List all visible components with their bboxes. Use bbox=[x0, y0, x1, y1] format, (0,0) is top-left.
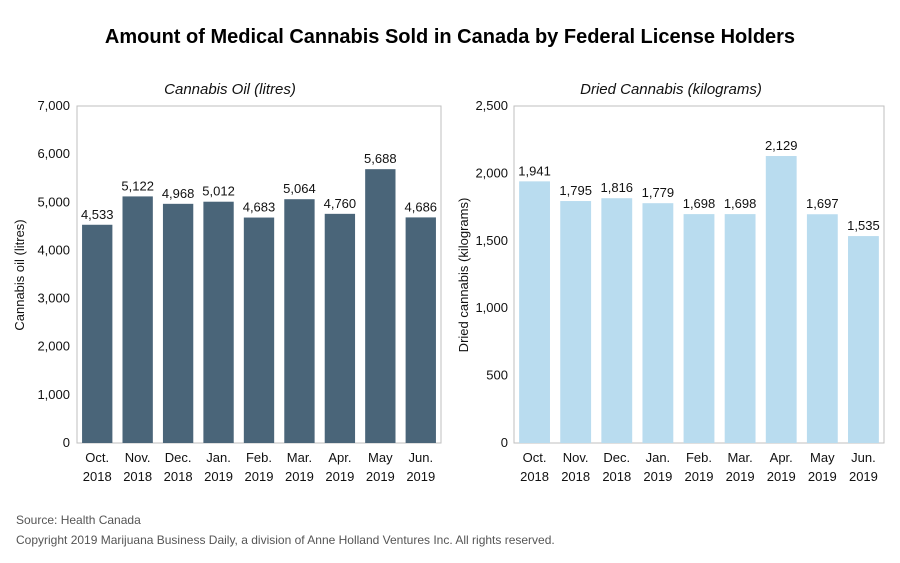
dried-y-axis-label: Dried cannabis (kilograms) bbox=[456, 198, 471, 353]
dried-x-tick-label-year: 2019 bbox=[767, 469, 796, 484]
oil-bar-value-label: 5,012 bbox=[202, 184, 235, 199]
dried-x-tick-label-month: Apr. bbox=[770, 450, 793, 465]
dried-y-tick-label: 500 bbox=[486, 368, 508, 383]
dried-y-tick-label: 0 bbox=[501, 435, 508, 450]
dried-bar bbox=[642, 203, 674, 443]
oil-y-tick-label: 3,000 bbox=[37, 291, 70, 306]
dried-x-tick-label-year: 2018 bbox=[520, 469, 549, 484]
dried-bar bbox=[765, 156, 797, 443]
oil-bar bbox=[405, 217, 436, 443]
dried-x-tick-label-month: Dec. bbox=[603, 450, 630, 465]
dried-y-tick-label: 1,000 bbox=[475, 300, 508, 315]
oil-x-tick-label-month: May bbox=[368, 450, 393, 465]
dried-y-tick-label: 2,500 bbox=[475, 98, 508, 113]
oil-y-axis-label: Cannabis oil (litres) bbox=[12, 219, 27, 330]
oil-bar-value-label: 4,760 bbox=[324, 196, 357, 211]
oil-bar-value-label: 4,686 bbox=[405, 199, 438, 214]
dried-bar bbox=[601, 198, 633, 443]
dried-bar-value-label: 1,779 bbox=[642, 185, 675, 200]
oil-bar bbox=[122, 196, 153, 443]
dried-x-tick-label-year: 2019 bbox=[726, 469, 755, 484]
oil-bar bbox=[365, 169, 396, 443]
source-note: Source: Health Canada bbox=[16, 513, 141, 527]
dried-bar bbox=[848, 236, 879, 443]
dried-bar-value-label: 2,129 bbox=[765, 138, 798, 153]
oil-y-tick-label: 4,000 bbox=[37, 242, 70, 257]
dried-x-tick-label-year: 2019 bbox=[685, 469, 714, 484]
oil-bar-value-label: 5,122 bbox=[121, 178, 154, 193]
dried-x-tick-label-year: 2019 bbox=[808, 469, 837, 484]
dried-y-tick-label: 2,000 bbox=[475, 165, 508, 180]
oil-x-tick-label-month: Jun. bbox=[408, 450, 433, 465]
oil-x-tick-label-month: Apr. bbox=[328, 450, 351, 465]
oil-x-tick-label-year: 2019 bbox=[285, 469, 314, 484]
dried-subtitle: Dried Cannabis (kilograms) bbox=[580, 81, 762, 98]
dried-bar bbox=[806, 214, 838, 443]
dried-bar-value-label: 1,697 bbox=[806, 196, 839, 211]
oil-bar bbox=[162, 203, 194, 443]
dried-x-tick-label-month: Nov. bbox=[563, 450, 589, 465]
dried-y-tick-label: 1,500 bbox=[475, 233, 508, 248]
dried-bar-value-label: 1,795 bbox=[559, 183, 592, 198]
dried-x-tick-label-year: 2019 bbox=[849, 469, 878, 484]
oil-x-tick-label-month: Dec. bbox=[165, 450, 192, 465]
oil-bar bbox=[243, 217, 275, 443]
oil-x-tick-label-year: 2019 bbox=[245, 469, 274, 484]
dried-x-tick-label-month: Jun. bbox=[851, 450, 876, 465]
chart-title: Amount of Medical Cannabis Sold in Canad… bbox=[104, 26, 796, 48]
oil-x-tick-label-month: Feb. bbox=[246, 450, 272, 465]
oil-x-tick-label-year: 2019 bbox=[204, 469, 233, 484]
oil-y-tick-label: 1,000 bbox=[37, 387, 70, 402]
oil-bar-value-label: 4,683 bbox=[243, 200, 276, 215]
dried-bar bbox=[724, 214, 756, 443]
dried-bar-value-label: 1,698 bbox=[683, 196, 716, 211]
dried-bar bbox=[683, 214, 715, 443]
oil-x-tick-label-month: Mar. bbox=[287, 450, 312, 465]
dried-bar bbox=[560, 201, 592, 443]
dried-bar-value-label: 1,941 bbox=[518, 163, 551, 178]
dried-x-tick-label-month: Mar. bbox=[727, 450, 752, 465]
oil-y-tick-label: 7,000 bbox=[37, 98, 70, 113]
oil-x-tick-label-year: 2018 bbox=[164, 469, 193, 484]
dried-x-tick-label-month: Oct. bbox=[523, 450, 547, 465]
dried-x-tick-label-year: 2018 bbox=[561, 469, 590, 484]
oil-x-tick-label-month: Jan. bbox=[206, 450, 231, 465]
oil-bar bbox=[284, 199, 315, 443]
oil-y-tick-label: 6,000 bbox=[37, 146, 70, 161]
oil-bar bbox=[82, 224, 113, 443]
dried-bar-value-label: 1,698 bbox=[724, 196, 757, 211]
copyright-note: Copyright 2019 Marijuana Business Daily,… bbox=[16, 533, 555, 547]
oil-bar-value-label: 5,064 bbox=[283, 181, 316, 196]
oil-bar-value-label: 5,688 bbox=[364, 151, 397, 166]
oil-y-tick-label: 5,000 bbox=[37, 194, 70, 209]
oil-y-tick-label: 2,000 bbox=[37, 339, 70, 354]
oil-bar bbox=[203, 201, 234, 443]
dried-bar bbox=[519, 181, 550, 443]
oil-x-tick-label-month: Oct. bbox=[85, 450, 109, 465]
oil-x-tick-label-year: 2019 bbox=[325, 469, 354, 484]
dried-bar-value-label: 1,535 bbox=[847, 218, 880, 233]
oil-subtitle: Cannabis Oil (litres) bbox=[164, 81, 296, 98]
dried-bar-value-label: 1,816 bbox=[601, 180, 634, 195]
oil-x-tick-label-month: Nov. bbox=[125, 450, 151, 465]
dried-x-tick-label-month: Jan. bbox=[646, 450, 671, 465]
oil-bar-value-label: 4,533 bbox=[81, 207, 114, 222]
oil-x-tick-label-year: 2019 bbox=[366, 469, 395, 484]
dried-x-tick-label-month: May bbox=[810, 450, 835, 465]
oil-bar-value-label: 4,968 bbox=[162, 186, 195, 201]
oil-x-tick-label-year: 2019 bbox=[406, 469, 435, 484]
oil-x-tick-label-year: 2018 bbox=[83, 469, 112, 484]
dried-x-tick-label-year: 2018 bbox=[602, 469, 631, 484]
oil-x-tick-label-year: 2018 bbox=[123, 469, 152, 484]
oil-bar bbox=[324, 213, 356, 443]
dried-x-tick-label-year: 2019 bbox=[643, 469, 672, 484]
dried-x-tick-label-month: Feb. bbox=[686, 450, 712, 465]
oil-y-tick-label: 0 bbox=[63, 435, 70, 450]
